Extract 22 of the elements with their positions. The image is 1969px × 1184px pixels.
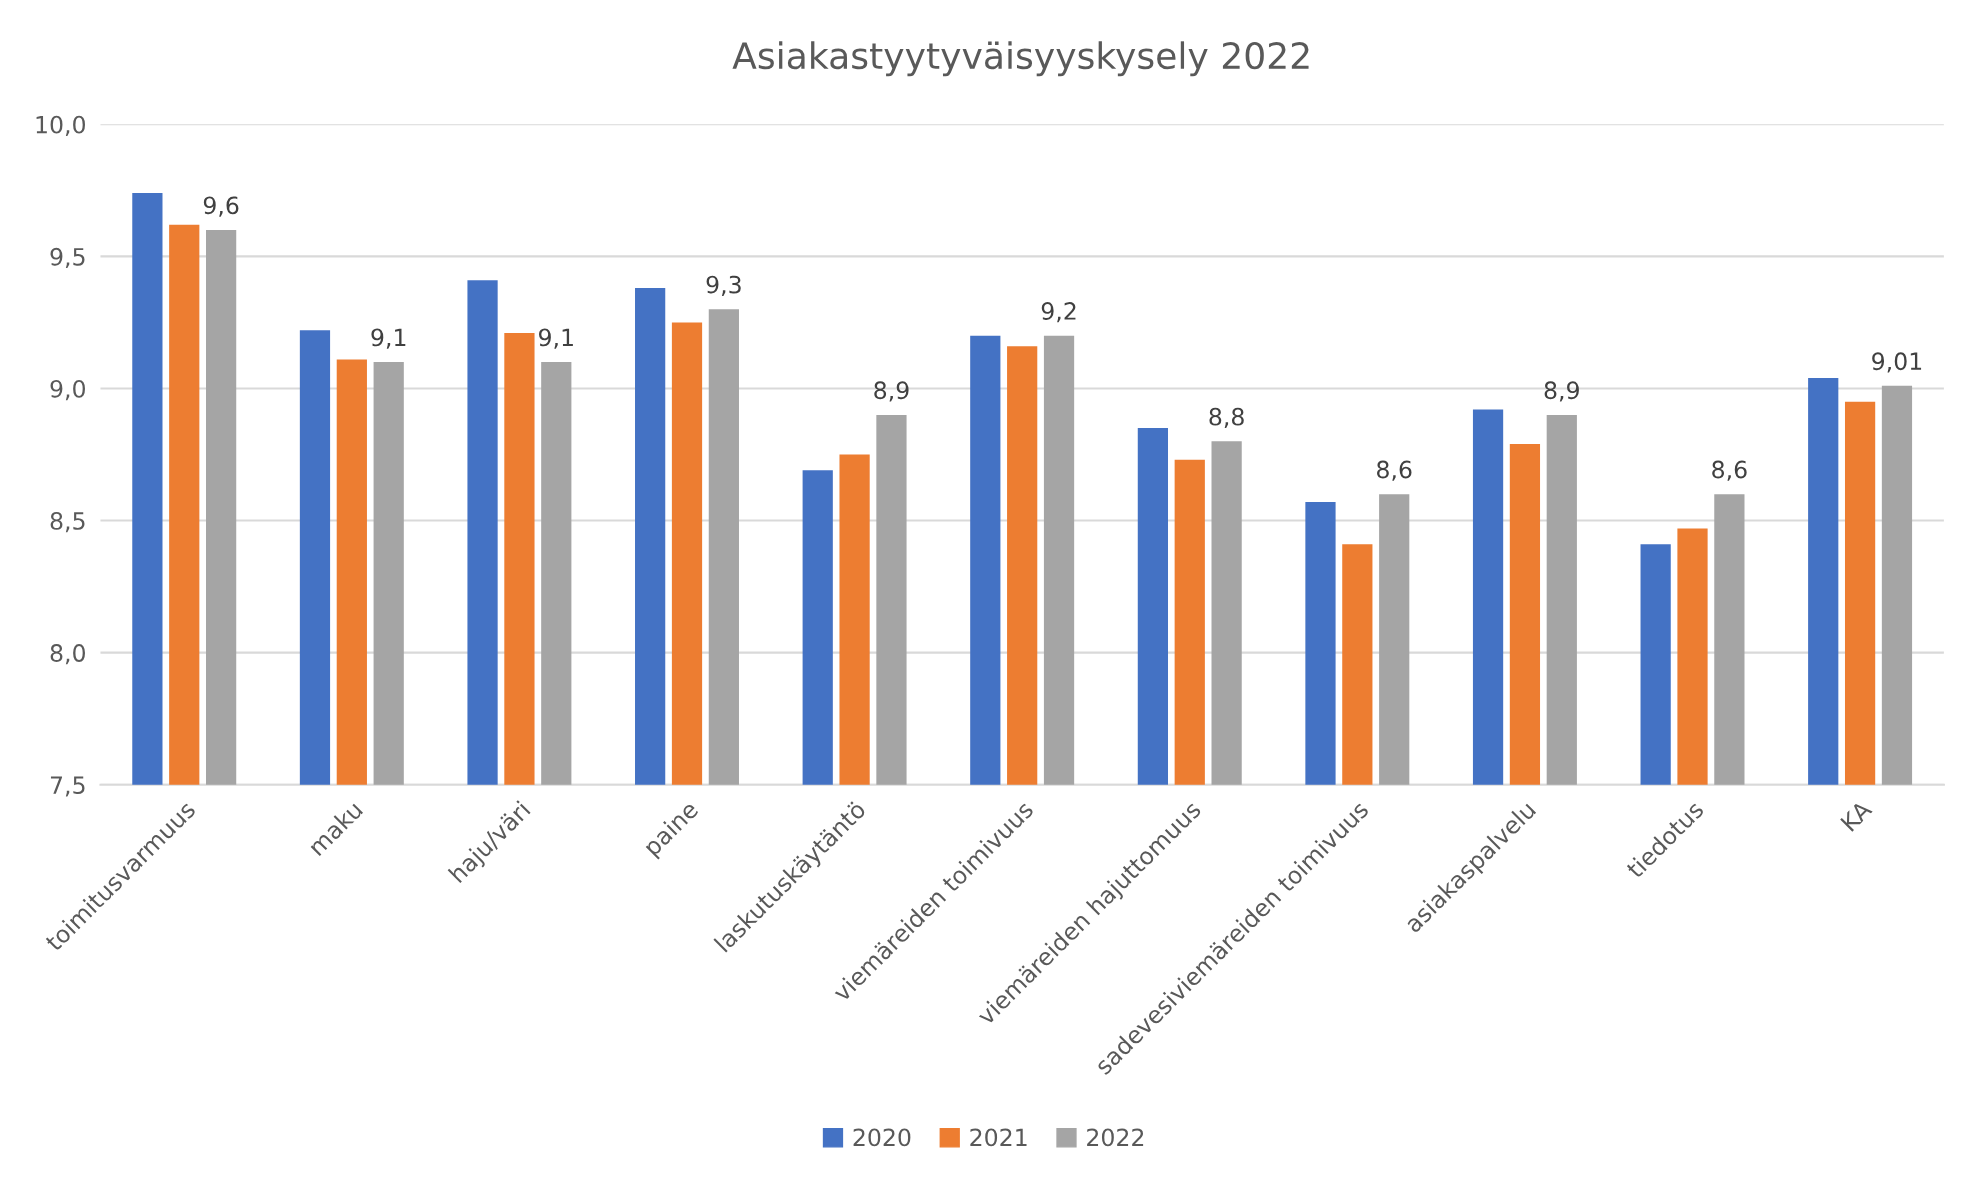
- data-label: 8,6: [1377, 460, 1412, 481]
- data-label: 9,01: [1872, 352, 1922, 373]
- data-label: 9,1: [539, 328, 573, 349]
- y-tick-label: 10,0: [36, 115, 85, 137]
- data-label: 9,6: [203, 196, 239, 217]
- data-label: 9,1: [371, 328, 406, 349]
- y-tick-label: 8,0: [50, 644, 85, 665]
- chart-title: Asiakastyytyväisyyskysely 2022: [732, 41, 1309, 77]
- data-label: 8,9: [1544, 381, 1579, 402]
- data-label: 8,9: [874, 381, 909, 402]
- data-label: 8,8: [1209, 407, 1244, 429]
- legend-label: 2021: [970, 1128, 1027, 1147]
- x-tick-label: KA: [1840, 799, 1873, 832]
- data-label: 9,3: [706, 275, 741, 296]
- y-tick-label: 9,5: [50, 247, 85, 269]
- legend-label: 2020: [853, 1128, 911, 1147]
- y-tick-label: 9,0: [50, 379, 85, 401]
- y-tick-label: 8,5: [50, 512, 85, 533]
- data-label: 8,6: [1712, 460, 1747, 481]
- legend-label: 2022: [1087, 1128, 1144, 1147]
- y-tick-label: 7,5: [50, 776, 85, 797]
- data-label: 9,2: [1041, 302, 1076, 323]
